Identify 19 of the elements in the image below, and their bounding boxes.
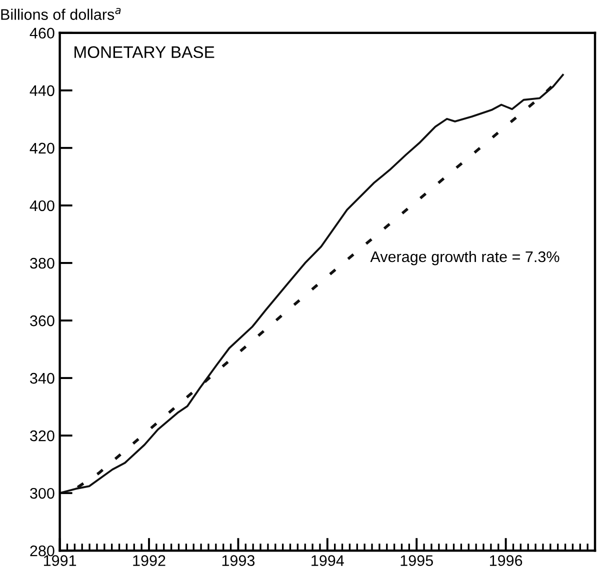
x-tick-label: 1994 [312, 555, 344, 566]
y-tick-label: 420 [30, 142, 54, 154]
annotation: Average growth rate = 7.3% [370, 250, 560, 266]
x-tick-label: 1996 [490, 555, 522, 566]
x-tick-label: 1992 [133, 555, 166, 566]
y-tick-label: 400 [30, 200, 54, 212]
text: MONETARY BASE [74, 46, 214, 58]
x-tick-label: 1995 [400, 555, 433, 566]
x-tick-label: 1993 [222, 555, 255, 566]
y-tick-label: 340 [30, 372, 54, 384]
y-tick-label: 460 [30, 28, 54, 39]
y-axis-title: Billions of dollars$^{a}$ [1, 8, 121, 20]
y-tick-label: 360 [30, 315, 54, 326]
y-tick-label: 380 [30, 258, 54, 269]
y-tick-label: 440 [30, 85, 54, 96]
y-tick-label: 280 [30, 545, 54, 556]
y-tick-label: 300 [30, 488, 54, 499]
x-tick-label: 1991 [44, 555, 76, 566]
y-tick-label: 320 [30, 430, 54, 442]
